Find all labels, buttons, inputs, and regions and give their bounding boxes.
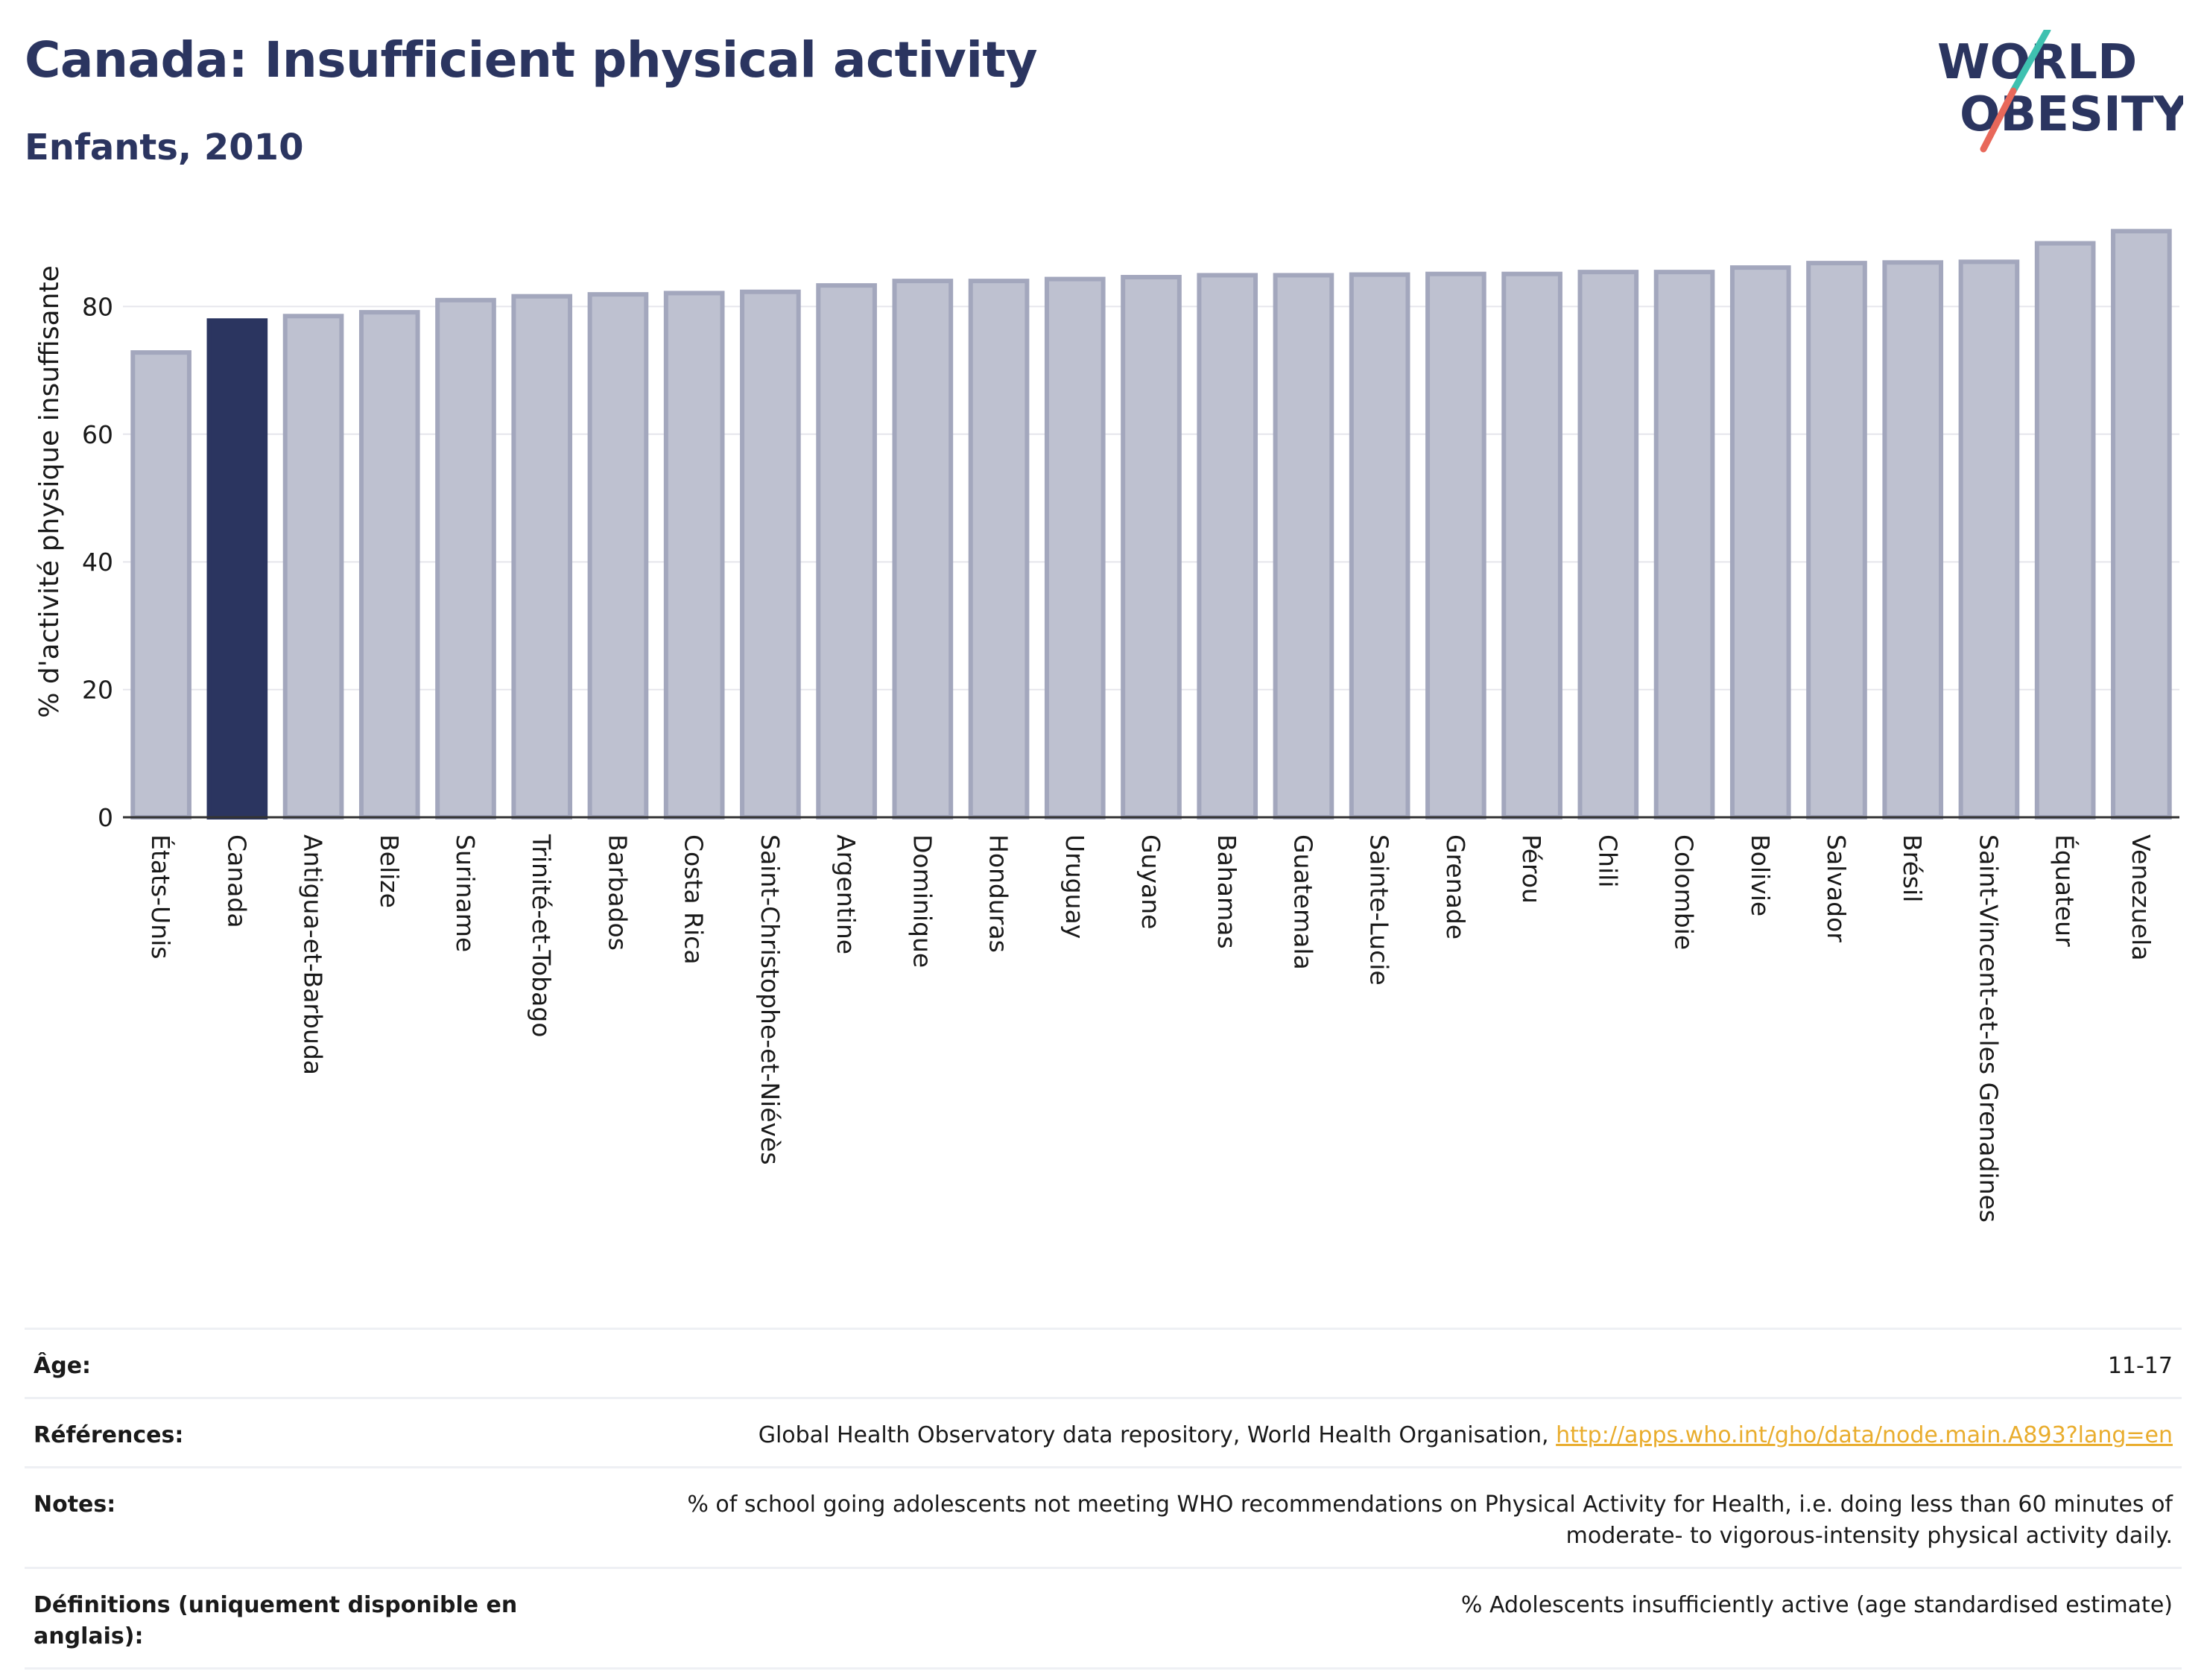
bar [1501, 271, 1562, 820]
x-tick-label: Belize [375, 834, 404, 908]
bar [1577, 270, 1639, 820]
reference-link[interactable]: http://apps.who.int/gho/data/node.main.A… [1556, 1422, 2173, 1448]
bar [1197, 273, 1258, 820]
info-label: Définitions (uniquement disponible en an… [34, 1592, 518, 1649]
info-row-references: Références: Global Health Observatory da… [25, 1397, 2182, 1466]
bar [892, 279, 954, 820]
info-value: Global Health Observatory data repositor… [758, 1422, 1549, 1448]
x-tick-label: Suriname [451, 834, 480, 952]
bar [1273, 273, 1334, 820]
bar [1349, 272, 1410, 820]
bar [968, 279, 1030, 820]
info-value-wrapper: Global Health Observatory data repositor… [759, 1420, 2173, 1451]
x-tick-label: Colombie [1670, 834, 1699, 950]
bar [2034, 241, 2096, 820]
info-table: Âge: 11-17 Références: Global Health Obs… [25, 1328, 2182, 1670]
x-tick-label: Bahamas [1212, 834, 1241, 949]
info-value: % Adolescents insufficiently active (age… [1460, 1592, 2173, 1618]
bar [1044, 276, 1106, 820]
info-label: Âge: [34, 1353, 92, 1379]
x-tick-label: Antigua-et-Barbuda [299, 834, 328, 1075]
x-tick-label: Pérou [1517, 834, 1546, 904]
y-tick-label: 0 [98, 803, 113, 832]
x-tick-label: Équateur [2051, 834, 2080, 947]
bars [130, 229, 2172, 820]
bar [2111, 229, 2172, 820]
x-tick-label: Saint-Vincent-et-les Grenadines [1974, 834, 2003, 1223]
bar [1806, 261, 1867, 820]
bar [282, 314, 344, 820]
x-tick-label: Trinité-et-Tobago [527, 834, 556, 1037]
x-tick-label: Dominique [908, 834, 937, 968]
y-tick-label: 40 [82, 548, 113, 577]
bar [511, 294, 573, 820]
y-tick-label: 60 [82, 420, 113, 449]
page-title: Canada: Insufficient physical activity [25, 31, 1038, 89]
x-tick-label: Sainte-Lucie [1365, 834, 1394, 986]
x-tick-labels: États-Unis Canada Antigua-et-Barbuda Belize… [146, 834, 2156, 1223]
bar [1729, 265, 1791, 820]
logo-line2: OBESITY [1960, 87, 2183, 142]
x-tick-label: Canada [222, 834, 251, 928]
bar [1653, 270, 1715, 820]
bar [435, 297, 496, 820]
bar [740, 289, 801, 820]
x-tick-label: Chili [1593, 834, 1622, 887]
info-row-notes: Notes: % of school going adolescents not… [25, 1466, 2182, 1567]
x-tick-label: Grenade [1441, 834, 1470, 939]
bar [1121, 274, 1182, 820]
x-tick-label: Saint-Christophe-et-Niévès [756, 834, 785, 1165]
x-tick-label: Venezuela [2127, 834, 2156, 960]
x-tick-label: Costa Rica [680, 834, 709, 965]
y-ticks: 0 20 40 60 80 [82, 292, 113, 832]
x-tick-label: Bolivie [1746, 834, 1775, 916]
x-tick-label: Brésil [1898, 834, 1927, 902]
bar [663, 291, 725, 820]
x-tick-label: Barbados [603, 834, 632, 951]
bar [358, 310, 420, 820]
bar [816, 283, 877, 820]
page-subtitle: Enfants, 2010 [25, 127, 304, 168]
info-label: Références: [34, 1422, 184, 1448]
bar [1882, 260, 1944, 820]
info-label: Notes: [34, 1492, 116, 1518]
x-tick-label: Uruguay [1060, 834, 1089, 939]
bar [206, 318, 268, 820]
bar [130, 350, 191, 820]
info-row-age: Âge: 11-17 [25, 1328, 2182, 1397]
info-value: % of school going adolescents not meetin… [687, 1492, 2173, 1549]
x-tick-label: Guyane [1136, 834, 1165, 929]
bar [587, 292, 649, 820]
y-axis-label: % d'activité physique insuffisante [34, 265, 65, 717]
x-tick-label: Guatemala [1288, 834, 1317, 970]
x-tick-label: États-Unis [146, 834, 176, 959]
bar [1958, 259, 2020, 820]
logo-slash-top [2010, 30, 2051, 95]
x-tick-label: Salvador [1822, 834, 1851, 942]
y-tick-label: 20 [82, 676, 113, 705]
info-value: 11-17 [2107, 1353, 2173, 1379]
world-obesity-logo: WORLD OBESITY [1937, 30, 2183, 153]
logo-slash-bottom [1980, 87, 2017, 153]
bar-chart: 0 20 40 60 80 États-Unis Canada Antigua-et-Bar… [34, 229, 2179, 1223]
x-tick-label: Honduras [984, 834, 1013, 953]
info-row-definitions: Définitions (uniquement disponible en an… [25, 1567, 2182, 1670]
bar [1425, 271, 1486, 820]
x-tick-label: Argentine [832, 834, 861, 954]
y-tick-label: 80 [82, 292, 113, 321]
